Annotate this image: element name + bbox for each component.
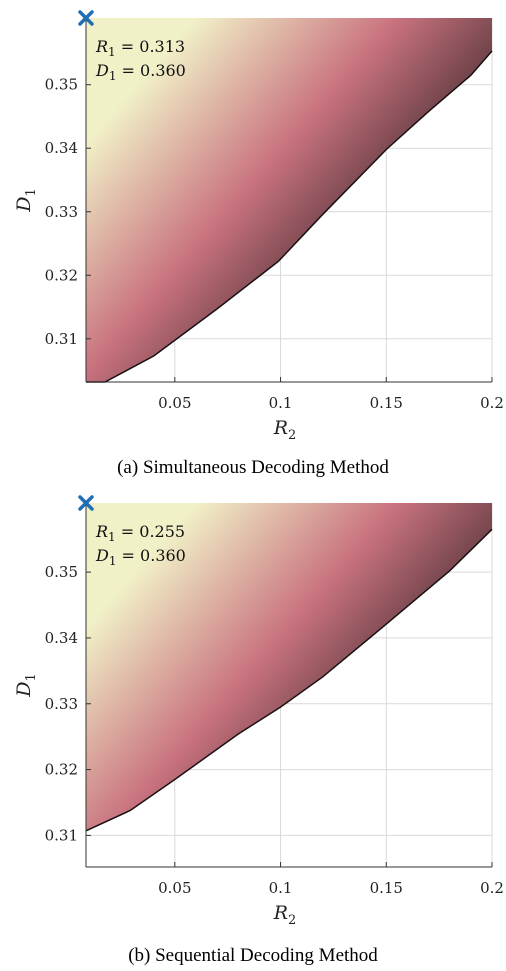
y-tick-label: 0.33	[45, 695, 78, 713]
y-tick-label: 0.34	[45, 139, 78, 157]
y-tick-label: 0.32	[45, 761, 78, 779]
x-tick-label: 0.1	[269, 879, 293, 897]
x-axis-title: R2	[273, 417, 297, 443]
x-tick-label: 0.15	[370, 394, 403, 412]
achievable-region	[86, 503, 492, 831]
x-tick-label: 0.15	[370, 879, 403, 897]
y-tick-label: 0.35	[45, 563, 78, 581]
chart-panel-a: 0.05 0.1 0.15 0.2 0.31 0.32 0.33 0.34 0.35 R2 D1 R1…	[0, 0, 506, 485]
y-tick-label: 0.35	[45, 76, 78, 94]
annotation-line: D1 = 0.360	[95, 61, 186, 83]
optimal-point-marker	[78, 495, 94, 511]
y-tick-label: 0.34	[45, 629, 78, 647]
optimal-point-marker	[78, 10, 94, 26]
region-boundary-line	[85, 528, 493, 832]
x-tick-label: 0.2	[480, 394, 504, 412]
y-tick-label: 0.32	[45, 266, 78, 284]
achievable-region	[86, 18, 492, 382]
annotation-line: R1 = 0.313	[95, 37, 185, 59]
x-tick-label: 0.2	[480, 879, 504, 897]
y-axis-title: D1	[13, 673, 39, 698]
x-tick-label: 0.05	[158, 394, 191, 412]
annotation-line: R1 = 0.255	[95, 522, 185, 544]
x-tick-label: 0.1	[269, 394, 293, 412]
x-tick-label: 0.05	[158, 879, 191, 897]
annotation-line: D1 = 0.360	[95, 546, 186, 568]
chart-b-caption: (b) Sequential Decoding Method	[128, 945, 378, 966]
chart-a-plot: 0.05 0.1 0.15 0.2 0.31 0.32 0.33 0.34 0.35 R2 D1 R1…	[13, 10, 504, 443]
chart-a-caption: (a) Simultaneous Decoding Method	[117, 457, 389, 478]
y-tick-label: 0.31	[45, 826, 78, 844]
chart-b-plot: 0.05 0.1 0.15 0.2 0.31 0.32 0.33 0.34 0.35 R2 D1 R1…	[13, 495, 504, 928]
chart-panel-b: 0.05 0.1 0.15 0.2 0.31 0.32 0.33 0.34 0.35 R2 D1 R1…	[0, 485, 506, 971]
y-tick-label: 0.31	[45, 330, 78, 348]
y-tick-label: 0.33	[45, 203, 78, 221]
x-axis-title: R2	[273, 902, 297, 928]
y-axis-title: D1	[13, 188, 39, 213]
region-boundary-line	[86, 50, 493, 383]
